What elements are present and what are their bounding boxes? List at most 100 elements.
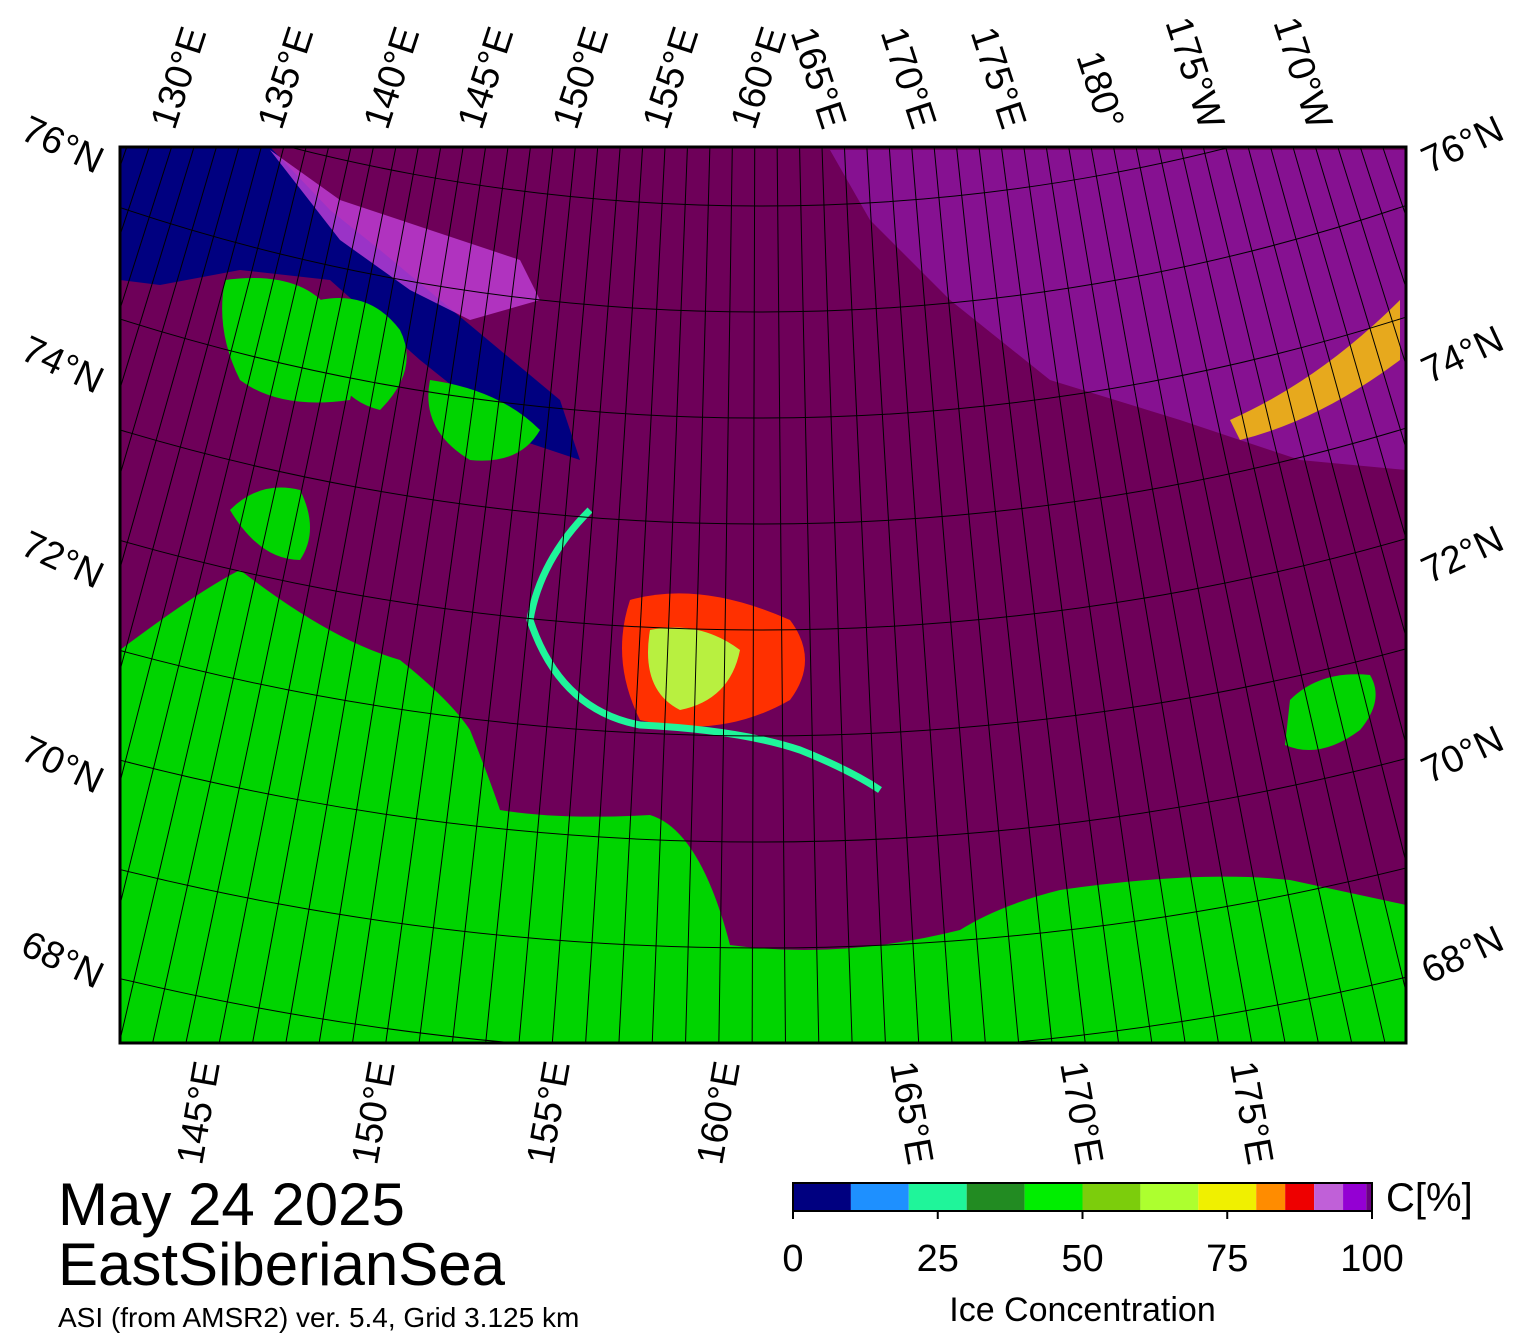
colorbar-bin xyxy=(1343,1183,1367,1211)
graticule-label: 145°E xyxy=(450,22,522,134)
longitude-line xyxy=(285,147,442,1043)
region: EastSiberianSea xyxy=(58,1231,506,1298)
colorbar-bin xyxy=(1314,1183,1344,1211)
graticule-label: 165°E xyxy=(881,1058,940,1168)
longitude-line xyxy=(888,147,953,1043)
longitude-line xyxy=(1045,147,1186,1043)
graticule-label: 150°E xyxy=(545,22,617,134)
longitude-line xyxy=(1202,147,1406,994)
ice-edge xyxy=(270,150,540,320)
colorbar-bin xyxy=(1366,1183,1372,1211)
island xyxy=(1285,674,1376,750)
graticule-label: 170°W xyxy=(1265,12,1340,134)
longitude-line xyxy=(185,147,374,1043)
graticule-label: 76°N xyxy=(1415,108,1510,182)
graticule-label: 72°N xyxy=(1415,518,1510,592)
longitude-line xyxy=(120,147,307,907)
graticule-label: 155°E xyxy=(519,1058,578,1168)
graticule-label: 175°E xyxy=(1221,1058,1280,1168)
map-area xyxy=(120,147,1406,1043)
graticule-label: 175°E xyxy=(962,22,1034,134)
longitude-line xyxy=(451,147,554,1043)
graticule-label: 165°E xyxy=(782,22,854,134)
island xyxy=(428,380,540,461)
graticule-label: 70°N xyxy=(15,728,110,802)
graticule-label: 175°W xyxy=(1157,12,1232,134)
colorbar-tick-label: 25 xyxy=(917,1238,959,1280)
fast-ice xyxy=(120,147,580,460)
longitude-line xyxy=(651,147,688,1043)
map-frame xyxy=(118,145,1408,1045)
longitude-line xyxy=(1180,147,1386,1043)
longitude-line xyxy=(978,147,1086,1043)
colorbar-bin xyxy=(1198,1183,1257,1211)
longitude-line xyxy=(218,147,397,1043)
longitude-line xyxy=(911,147,986,1043)
ice-patch xyxy=(648,627,740,710)
colorbar-bin xyxy=(966,1183,1025,1211)
colorbar-unit: C[%] xyxy=(1386,1176,1473,1220)
longitude-line xyxy=(518,147,599,1043)
colorbar-bin xyxy=(850,1183,909,1211)
graticule-label: 145°E xyxy=(169,1058,228,1168)
graticule xyxy=(120,147,1406,1043)
graticule-label: 160°E xyxy=(689,1058,748,1168)
longitude-line xyxy=(718,147,733,1043)
graticule-label: 150°E xyxy=(344,1058,403,1168)
graticule-label: 155°E xyxy=(635,22,707,134)
graticule-label: 68°N xyxy=(1415,918,1510,992)
longitude-line xyxy=(385,147,509,1043)
longitude-line xyxy=(1135,147,1319,1043)
colorbar-bin xyxy=(1285,1183,1315,1211)
colorbar-label: Ice Concentration xyxy=(949,1291,1216,1329)
graticule-label: 74°N xyxy=(15,328,110,402)
graticule-label: 140°E xyxy=(356,22,428,134)
ice-edge xyxy=(526,507,882,793)
longitude-line xyxy=(956,147,1053,1043)
longitude-line xyxy=(866,147,920,1043)
graticule-label: 74°N xyxy=(1415,318,1510,392)
longitude-line xyxy=(1090,147,1253,1043)
date: May 24 2025 xyxy=(58,1171,405,1238)
longitude-line xyxy=(252,147,419,1043)
graticule-label: 130°E xyxy=(143,22,215,134)
longitude-line xyxy=(821,147,853,1043)
colorbar-bin xyxy=(908,1183,967,1211)
colorbar-bin xyxy=(1256,1183,1286,1211)
colorbar-tick-label: 75 xyxy=(1206,1238,1248,1280)
longitude-line xyxy=(1157,147,1353,1043)
longitude-line xyxy=(1247,147,1406,747)
graticule-label: 170°E xyxy=(1051,1058,1110,1168)
longitude-line xyxy=(1023,147,1153,1043)
longitude-line xyxy=(351,147,487,1043)
longitude-line xyxy=(776,147,786,1043)
longitude-line xyxy=(318,147,464,1043)
longitude-line xyxy=(120,147,262,673)
colorbar-bin xyxy=(1024,1183,1083,1211)
colorbar-tick-label: 50 xyxy=(1061,1238,1103,1280)
colorbar: 0 25 50 75 100 C[%] Ice Concentration xyxy=(782,1176,1472,1329)
colorbar-tick-label: 100 xyxy=(1340,1238,1403,1280)
colorbar-bin xyxy=(1140,1183,1199,1211)
longitude-line xyxy=(685,147,711,1043)
longitude-line xyxy=(152,147,352,1043)
longitude-line xyxy=(485,147,576,1043)
longitude-line xyxy=(843,147,886,1043)
longitude-line xyxy=(418,147,531,1043)
longitude-line xyxy=(120,147,285,784)
ice-band xyxy=(1230,300,1400,440)
colorbar-bin xyxy=(793,1183,851,1211)
graticule-label: 70°N xyxy=(1415,718,1510,792)
longitude-line xyxy=(933,147,1020,1043)
island xyxy=(230,487,310,560)
graticule-label: 68°N xyxy=(15,923,110,997)
colorbar-tick-label: 0 xyxy=(782,1238,803,1280)
longitude-line xyxy=(1000,147,1120,1043)
longitude-line xyxy=(1113,147,1286,1043)
longitude-line xyxy=(551,147,621,1043)
colorbar-bin xyxy=(1082,1183,1141,1211)
longitude-line xyxy=(585,147,644,1043)
longitude-line xyxy=(751,147,756,1043)
source: ASI (from AMSR2) ver. 5.4, Grid 3.125 km xyxy=(58,1302,579,1333)
